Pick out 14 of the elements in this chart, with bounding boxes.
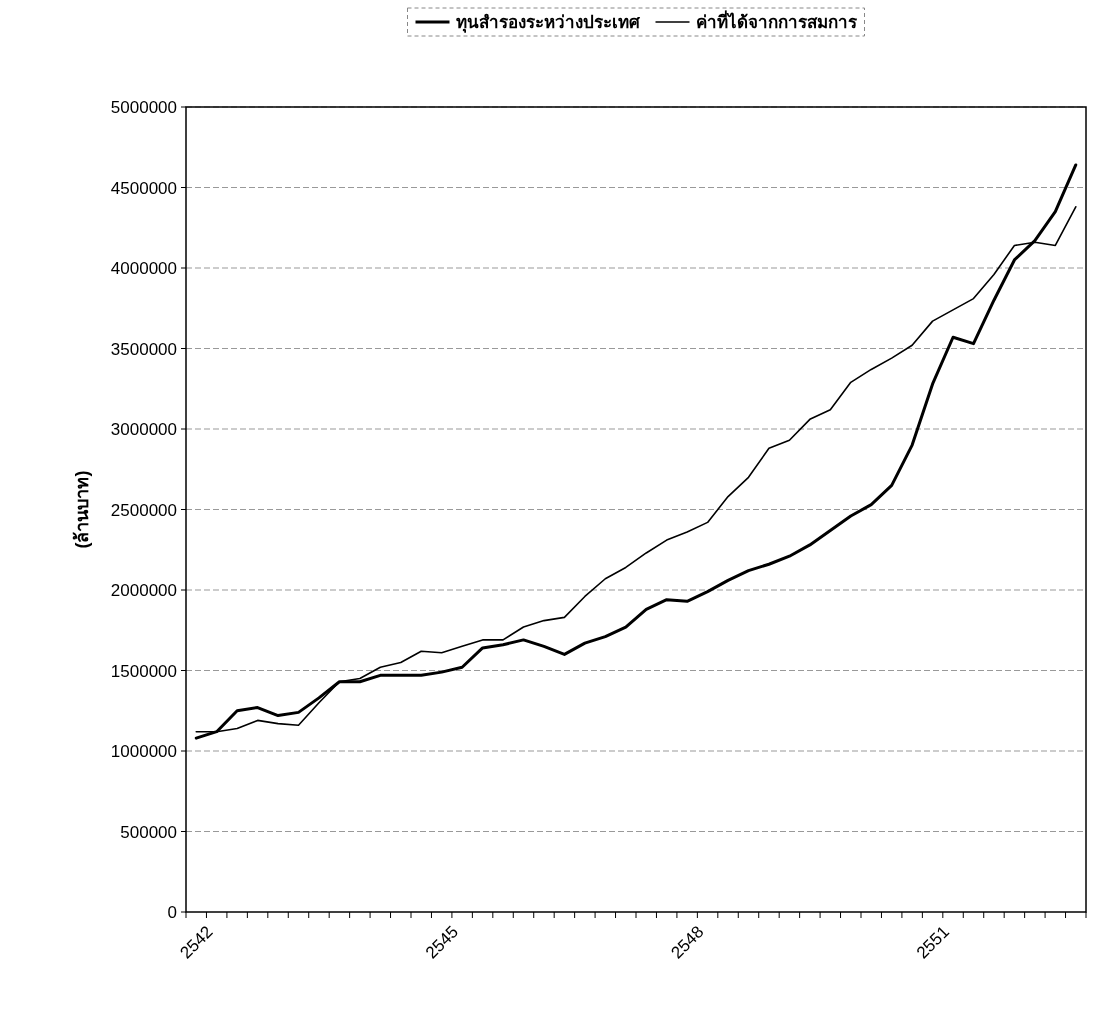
y-tick-label: 2500000 (110, 500, 177, 520)
y-tick-label: 0 (167, 903, 177, 922)
y-tick-label: 3000000 (110, 420, 177, 439)
y-axis-title: (ล้านบาท) (72, 470, 92, 549)
y-tick-label: 5000000 (110, 98, 177, 117)
y-tick-label: 4000000 (110, 259, 177, 278)
legend-label: ทุนสำรองระหว่างประเทศ (455, 13, 641, 33)
y-tick-label: 500000 (120, 822, 177, 842)
y-tick-label: 2000000 (110, 581, 177, 600)
y-tick-label: 1500000 (110, 661, 177, 681)
y-tick-label: 4500000 (110, 178, 177, 198)
y-tick-label: 3500000 (110, 339, 177, 359)
y-tick-label: 1000000 (110, 742, 177, 761)
legend-label: ค่าที่ได้จากการสมการ (695, 10, 858, 32)
